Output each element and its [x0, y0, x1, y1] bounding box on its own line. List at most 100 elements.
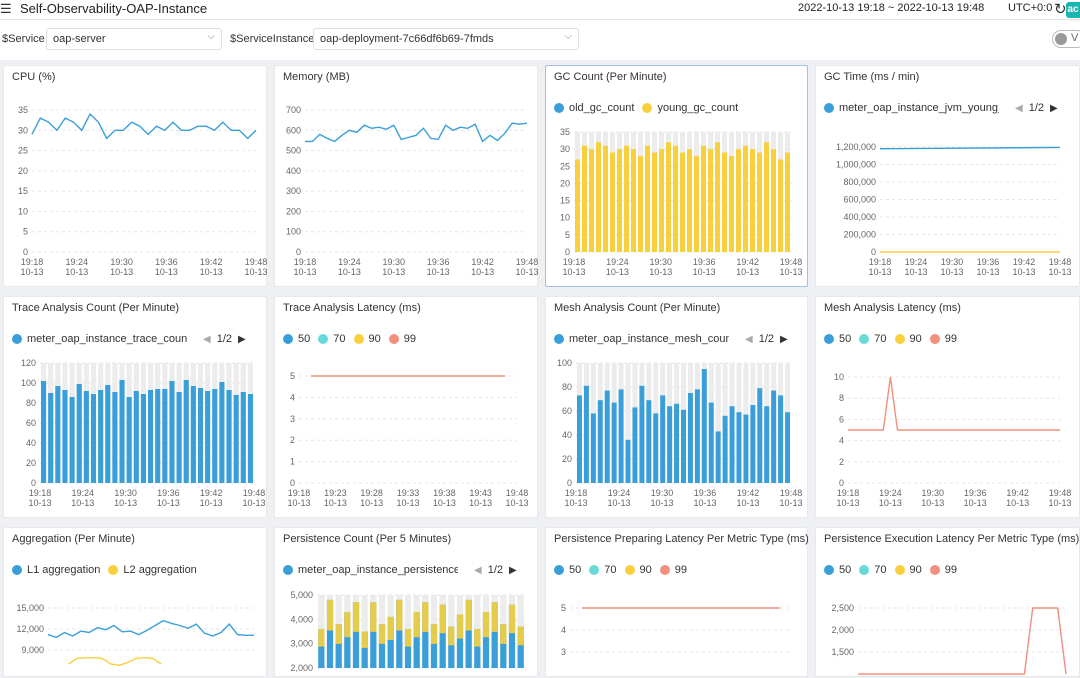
legend-dot-icon	[12, 565, 22, 575]
legend-label: 70	[874, 564, 887, 576]
chart-legend: 50 70 90 99	[283, 333, 424, 345]
legend-item[interactable]: 70	[589, 564, 617, 576]
timezone-label[interactable]: UTC+0:0	[1008, 2, 1053, 14]
reload-icon[interactable]: ↻	[1054, 1, 1067, 18]
legend-item[interactable]: 70	[318, 333, 346, 345]
toggle-knob	[1055, 33, 1067, 45]
bar	[508, 604, 516, 668]
bar	[396, 599, 403, 668]
legend-item[interactable]: 50	[283, 333, 310, 345]
prev-page-icon[interactable]: ◀	[745, 333, 753, 345]
legend-label: 90	[639, 564, 652, 576]
legend-item[interactable]: meter_oap_instance_mesh_count	[554, 333, 729, 345]
panel-persistence-execution: Persistence Execution Latency Per Metric…	[815, 527, 1080, 677]
chart-legend: 50 70 90 99	[824, 564, 965, 576]
legend-item[interactable]: L1 aggregation	[12, 564, 100, 576]
legend-label: 50	[839, 333, 852, 345]
legend-item[interactable]: 99	[929, 333, 957, 345]
y-tick-label: 8	[839, 393, 844, 403]
y-tick-label: 4	[290, 392, 295, 402]
legend-item[interactable]: 90	[353, 333, 381, 345]
series-line	[879, 146, 1061, 150]
bar-segment	[439, 604, 446, 634]
bar	[728, 156, 735, 252]
legend-dot-icon	[824, 103, 834, 113]
prev-page-icon[interactable]: ◀	[474, 564, 482, 576]
view-toggle[interactable]: V	[1052, 30, 1080, 48]
bar-segment	[318, 629, 325, 647]
y-tick-label: 3,000	[290, 639, 313, 649]
y-tick-label: 30	[18, 125, 28, 135]
bar	[660, 395, 666, 483]
panel-title: GC Time (ms / min)	[824, 71, 920, 83]
legend-item[interactable]: 90	[894, 564, 922, 576]
time-range-picker[interactable]: 2022-10-13 19:18 ~ 2022-10-13 19:48	[798, 2, 985, 14]
bar	[465, 599, 472, 668]
trace-latency-chart: 01234519:1810-1319:2310-1319:2810-1319:3…	[287, 371, 528, 508]
legend-label: L1 aggregation	[27, 564, 101, 576]
next-page-icon[interactable]: ▶	[509, 564, 517, 576]
y-tick-label: 2	[290, 435, 295, 445]
bar-segment	[448, 626, 455, 646]
x-tick-label: 19:36	[977, 257, 1000, 267]
panel-title: Mesh Analysis Count (Per Minute)	[554, 302, 721, 314]
legend-item[interactable]: 50	[824, 564, 851, 576]
x-tick-label: 19:28	[360, 488, 383, 498]
legend-item[interactable]: L2 aggregation	[108, 564, 197, 576]
bar-segment	[474, 629, 481, 647]
next-page-icon[interactable]: ▶	[1050, 102, 1058, 114]
next-page-icon[interactable]: ▶	[780, 333, 788, 345]
legend-label: meter_oap_instance_jvm_young_gc_time	[839, 102, 999, 114]
legend-item[interactable]: 99	[659, 564, 687, 576]
x-tick-label: 10-13	[433, 498, 456, 508]
legend-item[interactable]: 99	[929, 564, 957, 576]
x-tick-label: 19:18	[288, 488, 311, 498]
panel-memory: Memory (MB) 0 100 200 300 400 500 600 700 19:18 1…	[274, 65, 539, 287]
bar	[344, 612, 351, 668]
bar	[763, 142, 770, 252]
x-tick-label: 19:36	[155, 257, 178, 267]
bar	[574, 159, 581, 252]
legend-item[interactable]: meter_oap_instance_trace_count	[12, 333, 187, 345]
bar	[750, 405, 756, 483]
legend-item[interactable]: meter_oap_instance_persistence_count	[283, 564, 458, 576]
legend-item[interactable]: old_gc_count	[554, 102, 634, 114]
legend-item[interactable]: 90	[624, 564, 652, 576]
bar	[247, 394, 254, 483]
prev-page-icon[interactable]: ◀	[203, 333, 211, 345]
x-tick-label: 19:42	[1013, 257, 1036, 267]
y-tick-label: 400,000	[843, 212, 876, 222]
legend-item[interactable]: 50	[824, 333, 851, 345]
bar	[708, 402, 714, 483]
y-tick-label: 3	[290, 414, 295, 424]
legend-label: 99	[403, 333, 416, 345]
legend-label: meter_oap_instance_persistence_count	[298, 564, 458, 576]
y-tick-label: 400	[286, 166, 301, 176]
next-page-icon[interactable]: ▶	[238, 333, 246, 345]
legend-item[interactable]: 50	[554, 564, 581, 576]
bar	[212, 389, 218, 483]
legend-item[interactable]: 70	[859, 564, 887, 576]
legend-item[interactable]: young_gc_count	[642, 102, 738, 114]
bar	[219, 382, 225, 483]
bar-segment	[456, 614, 464, 639]
y-tick-label: 4	[561, 625, 566, 635]
legend-item[interactable]: 70	[859, 333, 887, 345]
prev-page-icon[interactable]: ◀	[1015, 102, 1023, 114]
legend-item[interactable]: 90	[894, 333, 922, 345]
legend-label: 90	[909, 333, 922, 345]
service-instance-select[interactable]: oap-deployment-7c66df6b69-7fmds ⌵	[313, 28, 579, 50]
legend-label: 90	[368, 333, 381, 345]
x-tick-label: 10-13	[940, 267, 963, 277]
legend-item[interactable]: meter_oap_instance_jvm_young_gc_time	[824, 102, 999, 114]
x-tick-label: 10-13	[114, 498, 137, 508]
service-select[interactable]: oap-server ⌵	[46, 28, 222, 50]
bar-segment	[370, 602, 377, 632]
y-tick-label: 15	[560, 196, 570, 206]
menu-icon[interactable]: ☰	[0, 1, 12, 16]
y-tick-label: 25	[18, 146, 28, 156]
bar-segment	[378, 624, 386, 644]
legend-item[interactable]: 99	[388, 333, 416, 345]
legend-dot-icon	[589, 565, 600, 575]
bar	[700, 145, 707, 252]
